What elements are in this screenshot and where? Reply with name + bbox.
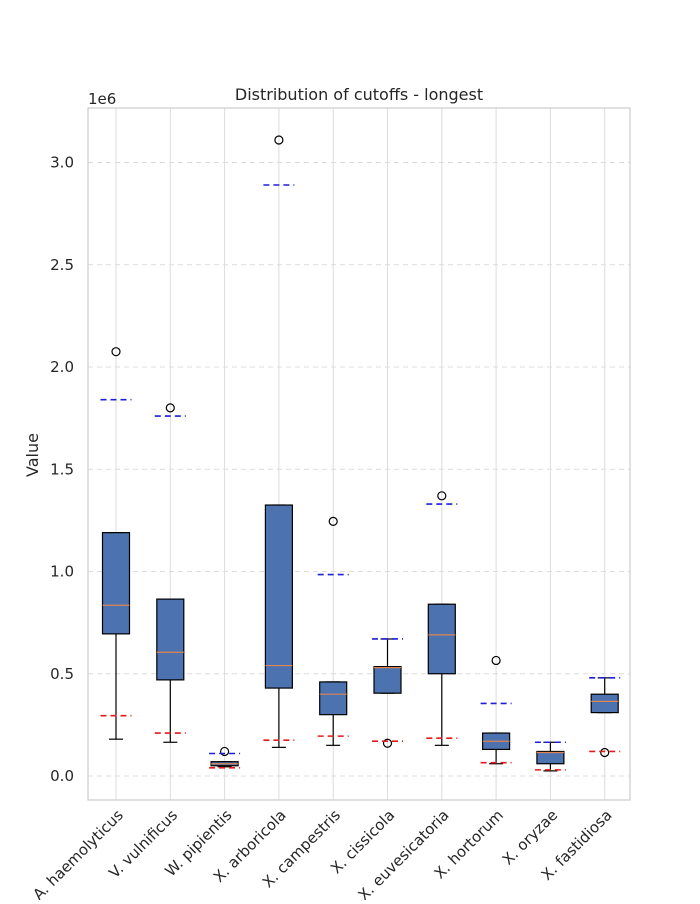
y-tick-label: 0.5 bbox=[50, 665, 74, 683]
box-group bbox=[589, 677, 621, 758]
box-body bbox=[373, 665, 402, 694]
y-axis-label: Value bbox=[23, 433, 42, 477]
box-group bbox=[480, 655, 512, 765]
box-group bbox=[426, 491, 458, 746]
box-body bbox=[536, 750, 565, 765]
box-group bbox=[534, 741, 566, 772]
box-body bbox=[319, 681, 348, 716]
box-body bbox=[101, 532, 131, 635]
outlier-point bbox=[111, 347, 121, 357]
box-body bbox=[590, 693, 619, 714]
box-group bbox=[372, 638, 403, 748]
box-body bbox=[264, 504, 293, 689]
outlier-point bbox=[600, 747, 610, 758]
outlier-point bbox=[165, 403, 175, 413]
y-tick-label: 1.0 bbox=[50, 563, 74, 581]
y-tick-label: 2.5 bbox=[50, 256, 74, 274]
chart-title: Distribution of cutoffs - longest bbox=[235, 85, 483, 104]
box-group bbox=[263, 135, 295, 748]
outlier-point bbox=[491, 655, 501, 666]
y-axis-scale-label: 1e6 bbox=[88, 90, 116, 108]
y-tick-label: 3.0 bbox=[50, 154, 74, 172]
box-group bbox=[100, 347, 132, 740]
box-group bbox=[209, 746, 241, 769]
outlier-point bbox=[328, 516, 338, 526]
y-tick-label: 0.0 bbox=[50, 767, 74, 785]
y-tick-label: 1.5 bbox=[50, 460, 74, 478]
box-group bbox=[154, 403, 186, 743]
box-body bbox=[427, 603, 456, 675]
series-layer bbox=[100, 135, 621, 772]
outlier-point bbox=[437, 491, 447, 501]
outlier-point bbox=[382, 738, 393, 748]
plot-frame bbox=[87, 107, 631, 801]
y-axis-ticks: 0.0 0.5 1.0 1.5 2.0 2.5 3.0 bbox=[50, 154, 74, 786]
outlier-point bbox=[274, 135, 284, 145]
box-group bbox=[317, 516, 349, 746]
outlier-point bbox=[220, 746, 230, 757]
box-body bbox=[156, 598, 185, 681]
y-tick-label: 2.0 bbox=[50, 358, 74, 376]
